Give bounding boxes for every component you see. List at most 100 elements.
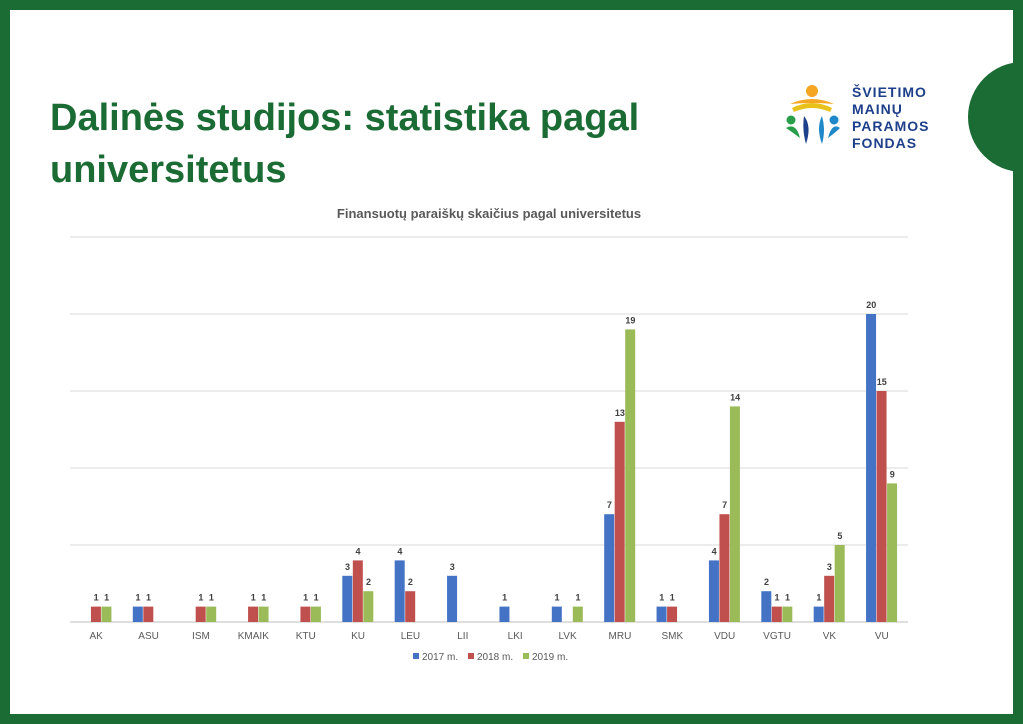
data-label: 1 <box>136 593 141 603</box>
bar <box>834 545 845 622</box>
legend-swatch <box>413 653 419 659</box>
data-label: 1 <box>576 593 581 603</box>
x-tick-label: AK <box>90 631 104 642</box>
bar <box>195 606 206 622</box>
data-label: 1 <box>785 593 790 603</box>
data-label: 20 <box>866 300 876 310</box>
data-label: 15 <box>877 377 887 387</box>
bar <box>258 606 269 622</box>
bar <box>572 606 583 622</box>
bar-chart: Finansuotų paraiškų skaičius pagal unive… <box>70 206 908 663</box>
data-label: 1 <box>659 593 664 603</box>
logo-line: PARAMOS <box>852 118 930 134</box>
bar <box>708 560 719 622</box>
data-label: 1 <box>502 593 507 603</box>
data-label: 19 <box>625 315 635 325</box>
bar <box>132 606 143 622</box>
x-tick-label: MRU <box>609 631 632 642</box>
x-tick-label: VU <box>875 631 889 642</box>
legend-label: 2018 m. <box>477 652 513 663</box>
fund-logo-icon <box>786 85 840 144</box>
data-label: 1 <box>670 593 675 603</box>
data-label: 2 <box>408 577 413 587</box>
data-label: 3 <box>345 562 350 572</box>
logo-line: FONDAS <box>852 135 918 151</box>
bar <box>352 560 363 622</box>
x-tick-label: KTU <box>296 631 316 642</box>
data-label: 1 <box>555 593 560 603</box>
bar <box>551 606 562 622</box>
x-tick-label: VK <box>823 631 837 642</box>
x-tick-label: KU <box>351 631 365 642</box>
bar <box>394 560 405 622</box>
bar <box>813 606 824 622</box>
bar <box>625 329 636 622</box>
bar <box>310 606 321 622</box>
data-label: 3 <box>827 562 832 572</box>
x-tick-label: VGTU <box>763 631 791 642</box>
x-tick-label: LII <box>457 631 468 642</box>
slide-title-line-2: universitetus <box>50 149 287 191</box>
x-tick-label: ASU <box>138 631 159 642</box>
bar <box>887 483 898 622</box>
data-label: 1 <box>146 593 151 603</box>
bar <box>771 606 782 622</box>
data-label: 3 <box>450 562 455 572</box>
data-label: 2 <box>366 577 371 587</box>
x-tick-label: LKI <box>508 631 523 642</box>
legend-label: 2017 m. <box>422 652 458 663</box>
bar <box>604 514 615 622</box>
bar <box>499 606 510 622</box>
bar <box>782 606 793 622</box>
legend-swatch <box>523 653 529 659</box>
bar <box>90 606 101 622</box>
data-label: 7 <box>722 500 727 510</box>
bar <box>824 575 835 622</box>
data-label: 1 <box>816 593 821 603</box>
slide-title-line-1: Dalinės studijos: statistika pagal <box>50 97 640 139</box>
slide-title: Dalinės studijos: statistika pagal unive… <box>50 92 750 196</box>
x-tick-label: VDU <box>714 631 735 642</box>
data-label: 4 <box>356 546 361 556</box>
data-label: 1 <box>303 593 308 603</box>
slide: Dalinės studijos: statistika pagal unive… <box>10 10 1013 714</box>
bar <box>101 606 112 622</box>
bar <box>143 606 154 622</box>
legend-label: 2019 m. <box>532 652 568 663</box>
bar <box>667 606 678 622</box>
bar <box>866 314 877 622</box>
x-tick-label: KMAIK <box>238 631 269 642</box>
fund-logo-text: ŠVIETIMO MAINŲ PARAMOS FONDAS <box>852 84 930 152</box>
bar <box>656 606 667 622</box>
data-label: 1 <box>104 593 109 603</box>
bar <box>248 606 259 622</box>
data-label: 4 <box>397 546 402 556</box>
data-label: 1 <box>314 593 319 603</box>
x-tick-label: ISM <box>192 631 210 642</box>
logo-line: ŠVIETIMO <box>852 84 927 100</box>
chart-title: Finansuotų paraiškų skaičius pagal unive… <box>337 206 641 221</box>
bar <box>300 606 311 622</box>
x-tick-label: LEU <box>401 631 420 642</box>
legend-swatch <box>468 653 474 659</box>
data-label: 7 <box>607 500 612 510</box>
data-label: 1 <box>198 593 203 603</box>
x-tick-label: SMK <box>661 631 683 642</box>
logo-line: MAINŲ <box>852 101 903 117</box>
data-label: 13 <box>615 408 625 418</box>
bar <box>363 591 374 622</box>
bar <box>342 575 353 622</box>
data-label: 1 <box>261 593 266 603</box>
bar <box>206 606 217 622</box>
bar <box>761 591 772 622</box>
bar <box>614 421 625 622</box>
bar <box>447 575 458 622</box>
data-label: 1 <box>251 593 256 603</box>
data-label: 1 <box>775 593 780 603</box>
data-label: 9 <box>890 469 895 479</box>
data-label: 1 <box>209 593 214 603</box>
data-label: 5 <box>837 531 842 541</box>
bar <box>719 514 730 622</box>
bar <box>876 391 887 622</box>
fund-logo: ŠVIETIMO MAINŲ PARAMOS FONDAS <box>782 82 942 162</box>
